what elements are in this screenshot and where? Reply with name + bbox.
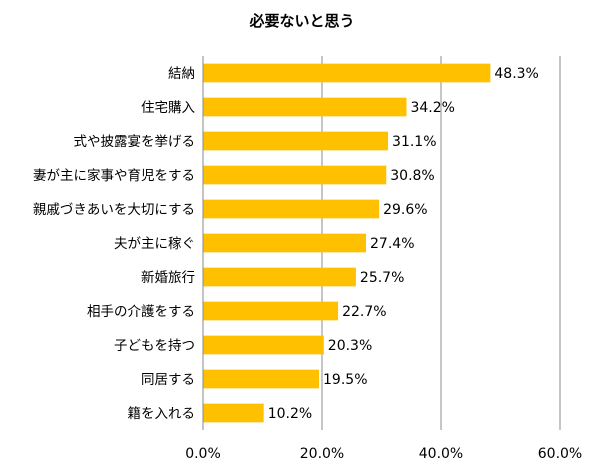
bar-4	[203, 199, 380, 219]
data-label-0: 48.3%	[494, 66, 538, 82]
bar-2	[203, 131, 389, 151]
category-label-5: 夫が主に稼ぐ	[114, 236, 195, 252]
category-label-0: 結納	[168, 66, 195, 82]
bars	[203, 63, 491, 423]
bar-9	[203, 369, 320, 389]
x-tick-label-1: 20.0%	[300, 446, 344, 462]
category-label-8: 子どもを持つ	[114, 338, 195, 354]
category-label-9: 同居する	[141, 372, 195, 388]
bar-7	[203, 301, 339, 321]
chart-title: 必要ないと思う	[248, 12, 354, 30]
category-label-10: 籍を入れる	[128, 405, 196, 422]
category-label-4: 親戚づきあいを大切にする	[33, 202, 195, 218]
bar-6	[203, 267, 356, 287]
data-label-3: 30.8%	[390, 168, 434, 184]
bar-10	[203, 403, 264, 423]
category-labels: 結納住宅購入式や披露宴を挙げる妻が主に家事や育児をする親戚づきあいを大切にする夫…	[33, 66, 196, 422]
data-label-10: 10.2%	[268, 406, 312, 422]
bar-0	[203, 63, 491, 83]
data-label-7: 22.7%	[342, 304, 386, 320]
data-label-4: 29.6%	[383, 202, 427, 218]
bar-5	[203, 233, 367, 253]
x-tick-label-2: 40.0%	[419, 446, 463, 462]
data-label-9: 19.5%	[323, 372, 367, 388]
category-label-3: 妻が主に家事や育児をする	[33, 167, 195, 184]
category-label-1: 住宅購入	[141, 100, 195, 116]
bar-3	[203, 165, 387, 185]
bar-8	[203, 335, 324, 355]
x-axis-ticks: 0.0% 20.0% 40.0% 60.0%	[185, 446, 582, 462]
category-label-6: 新婚旅行	[141, 270, 195, 286]
data-labels: 48.3% 34.2% 31.1% 30.8% 29.6% 27.4% 25.7% 22.7%…	[268, 66, 539, 422]
data-label-6: 25.7%	[360, 270, 404, 286]
data-label-5: 27.4%	[370, 236, 414, 252]
data-label-8: 20.3%	[328, 338, 372, 354]
bar-1	[203, 97, 407, 117]
x-tick-label-3: 60.0%	[538, 446, 582, 462]
data-label-2: 31.1%	[392, 134, 436, 150]
category-label-7: 相手の介護をする	[87, 304, 195, 320]
x-tick-label-0: 0.0%	[185, 446, 221, 462]
category-label-2: 式や披露宴を挙げる	[74, 133, 196, 150]
data-label-1: 34.2%	[410, 100, 454, 116]
